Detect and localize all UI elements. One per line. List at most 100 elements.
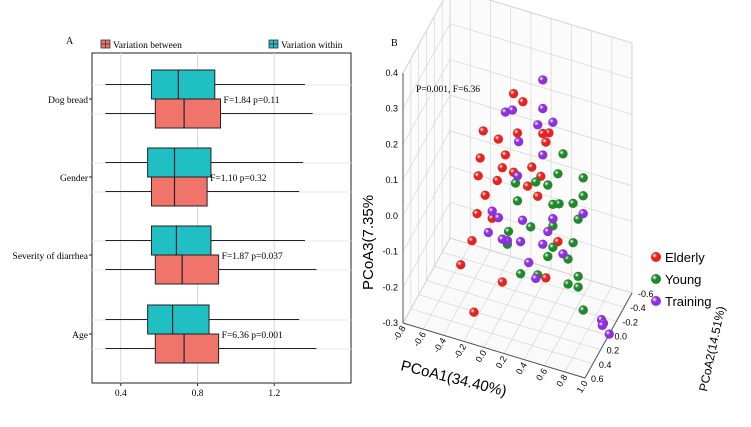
x-tick-label: 1.2: [268, 389, 280, 399]
data-point: [542, 180, 553, 190]
box-within: [105, 147, 304, 178]
data-point: [480, 190, 491, 201]
y-tick-label: 0.4: [599, 360, 612, 370]
z-tick-label: 0.3: [385, 104, 398, 114]
box-between: [105, 254, 317, 285]
legend-item-young: Young: [651, 272, 701, 287]
box: [154, 333, 220, 364]
legend-label-between: Variation between: [113, 41, 182, 51]
panel-label-a: A: [66, 36, 74, 47]
data-point: [508, 88, 519, 99]
legend-item-elderly: Elderly: [651, 250, 705, 265]
legend: Variation between Variation within: [100, 39, 343, 51]
box: [147, 147, 212, 178]
data-point: [517, 215, 528, 226]
z-tick-label: 0.4: [385, 68, 398, 78]
data-point: [512, 171, 523, 181]
z-tick-label: 0.1: [385, 175, 398, 185]
box-between: [105, 333, 317, 364]
series-training: [483, 75, 615, 339]
box-between: [105, 176, 300, 207]
data-point: [558, 149, 568, 159]
y-tick-label: -0.4: [630, 303, 646, 313]
data-point: [537, 128, 548, 139]
box-within: [105, 225, 305, 256]
data-point: [475, 153, 486, 163]
data-point: [548, 117, 558, 128]
boxplot-boxes: [105, 69, 317, 364]
data-point: [515, 268, 526, 279]
box: [154, 254, 220, 285]
data-point: [493, 134, 504, 144]
category-label: Severity of diarrhea: [13, 251, 89, 262]
box: [150, 69, 216, 100]
x-tick-labels: 0.4 0.8 1.2: [115, 383, 280, 399]
data-point: [548, 213, 558, 224]
data-point: [503, 226, 514, 237]
box: [147, 304, 210, 335]
data-point: [568, 237, 578, 248]
stat-label: F=1.87 p=0.037: [222, 252, 283, 262]
x-tick-label: 1.0: [575, 379, 590, 395]
x-tick-label: -0.6: [411, 330, 428, 348]
y-axis-label: PCoA2(14.51%): [696, 305, 728, 393]
data-point: [568, 198, 578, 209]
data-point: [469, 307, 479, 317]
data-point: [526, 162, 537, 172]
x-tick-label: 0.8: [192, 389, 204, 399]
legend-marker: [651, 252, 661, 262]
category-labels: Dog bread Gender Severity of diarrhea Age: [13, 96, 92, 341]
data-point: [507, 105, 518, 115]
data-point: [530, 273, 541, 284]
pcoa-points: [455, 75, 615, 339]
data-point: [537, 150, 548, 160]
pcoa-3d-panel: B -0.8 -0.6 -0.4 -0.2 0.0 0.2 0.4 0.6 0.8 1.0-0.6…: [360, 0, 728, 400]
data-point: [472, 208, 482, 219]
x-tick-label: -0.2: [452, 342, 469, 360]
box-within: [105, 304, 300, 335]
data-point: [537, 75, 548, 85]
stat-label: F=1.84 p=0.11: [224, 96, 280, 106]
data-point: [483, 227, 494, 238]
legend-marker: [651, 296, 661, 306]
data-point: [532, 119, 543, 130]
data-point: [497, 234, 508, 244]
x-tick-label: 0.8: [554, 373, 569, 389]
data-point: [532, 191, 543, 202]
data-point: [512, 128, 523, 138]
boxplot-plot-area: [91, 52, 352, 384]
legend-label-within: Variation within: [281, 41, 343, 51]
data-point: [548, 242, 558, 253]
data-point: [497, 277, 508, 287]
data-point: [548, 199, 558, 210]
data-point: [518, 96, 528, 107]
legend-label: Elderly: [665, 250, 705, 265]
data-point: [578, 173, 589, 183]
data-point: [597, 320, 608, 331]
y-tick-label: 0.6: [591, 374, 604, 384]
x-tick-label: 0.0: [473, 348, 488, 364]
data-point: [542, 251, 553, 262]
category-label: Dog bread: [48, 96, 88, 106]
data-point: [497, 162, 508, 173]
stat-labels: F=1.84 p=0.11 F=1.10 p=0.32 F=1.87 p=0.037…: [210, 96, 283, 341]
data-point: [573, 271, 584, 282]
stat-label: F=6.36 p=0.001: [222, 331, 283, 341]
data-point: [537, 239, 548, 250]
legend-item-between: Variation between: [100, 39, 182, 51]
legend-label: Young: [665, 272, 701, 287]
data-point: [512, 196, 523, 206]
x-tick-label: 0.6: [534, 367, 549, 383]
data-point: [578, 305, 589, 315]
data-point: [578, 190, 589, 201]
legend-marker: [651, 274, 661, 284]
legend-item-within: Variation within: [268, 39, 343, 51]
boxplot-panel: A Dog bread Gender Severity of diarrhea Age…: [13, 36, 352, 399]
x-tick-label: -0.4: [431, 336, 448, 354]
data-point: [500, 150, 511, 160]
data-point: [537, 103, 548, 114]
data-point: [604, 329, 615, 339]
data-point: [492, 175, 503, 186]
data-point: [513, 136, 524, 147]
category-label: Age: [72, 331, 88, 341]
